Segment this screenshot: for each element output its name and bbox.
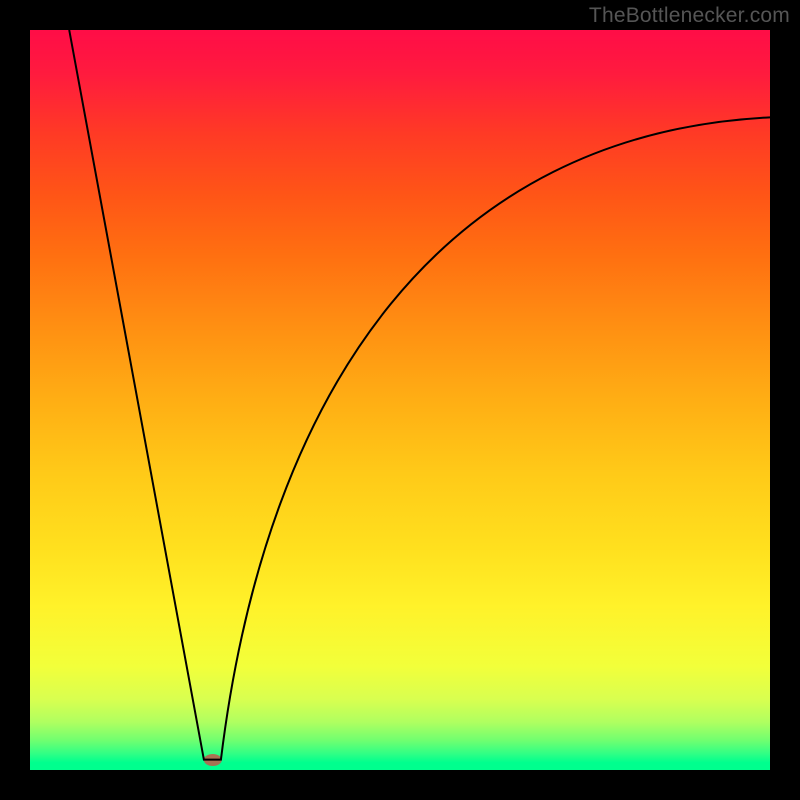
- watermark-text: TheBottlenecker.com: [589, 4, 790, 28]
- plot-background: [30, 30, 770, 770]
- chart-container: TheBottlenecker.com: [0, 0, 800, 800]
- bottleneck-chart: [0, 0, 800, 800]
